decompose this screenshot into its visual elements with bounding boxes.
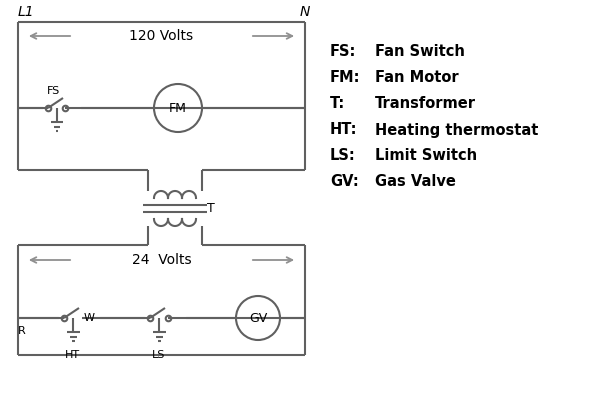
Text: GV:: GV: xyxy=(330,174,359,190)
Text: N: N xyxy=(300,5,310,19)
Text: Fan Motor: Fan Motor xyxy=(375,70,458,86)
Text: HT:: HT: xyxy=(330,122,358,138)
Text: T:: T: xyxy=(330,96,345,112)
Text: L1: L1 xyxy=(18,5,35,19)
Circle shape xyxy=(235,295,281,341)
Text: Heating thermostat: Heating thermostat xyxy=(375,122,538,138)
Text: FS: FS xyxy=(47,86,60,96)
Text: Gas Valve: Gas Valve xyxy=(375,174,456,190)
Text: Transformer: Transformer xyxy=(375,96,476,112)
Circle shape xyxy=(153,83,203,133)
Text: 120 Volts: 120 Volts xyxy=(129,29,194,43)
Text: LS:: LS: xyxy=(330,148,356,164)
Text: FS:: FS: xyxy=(330,44,356,60)
Text: T: T xyxy=(207,202,215,214)
Text: W: W xyxy=(84,313,95,323)
Text: HT: HT xyxy=(64,350,80,360)
Text: R: R xyxy=(18,326,26,336)
Text: FM:: FM: xyxy=(330,70,360,86)
Text: FM: FM xyxy=(169,102,187,114)
Text: 24  Volts: 24 Volts xyxy=(132,253,191,267)
Text: LS: LS xyxy=(152,350,166,360)
Text: GV: GV xyxy=(249,312,267,324)
Text: Fan Switch: Fan Switch xyxy=(375,44,465,60)
Text: Limit Switch: Limit Switch xyxy=(375,148,477,164)
